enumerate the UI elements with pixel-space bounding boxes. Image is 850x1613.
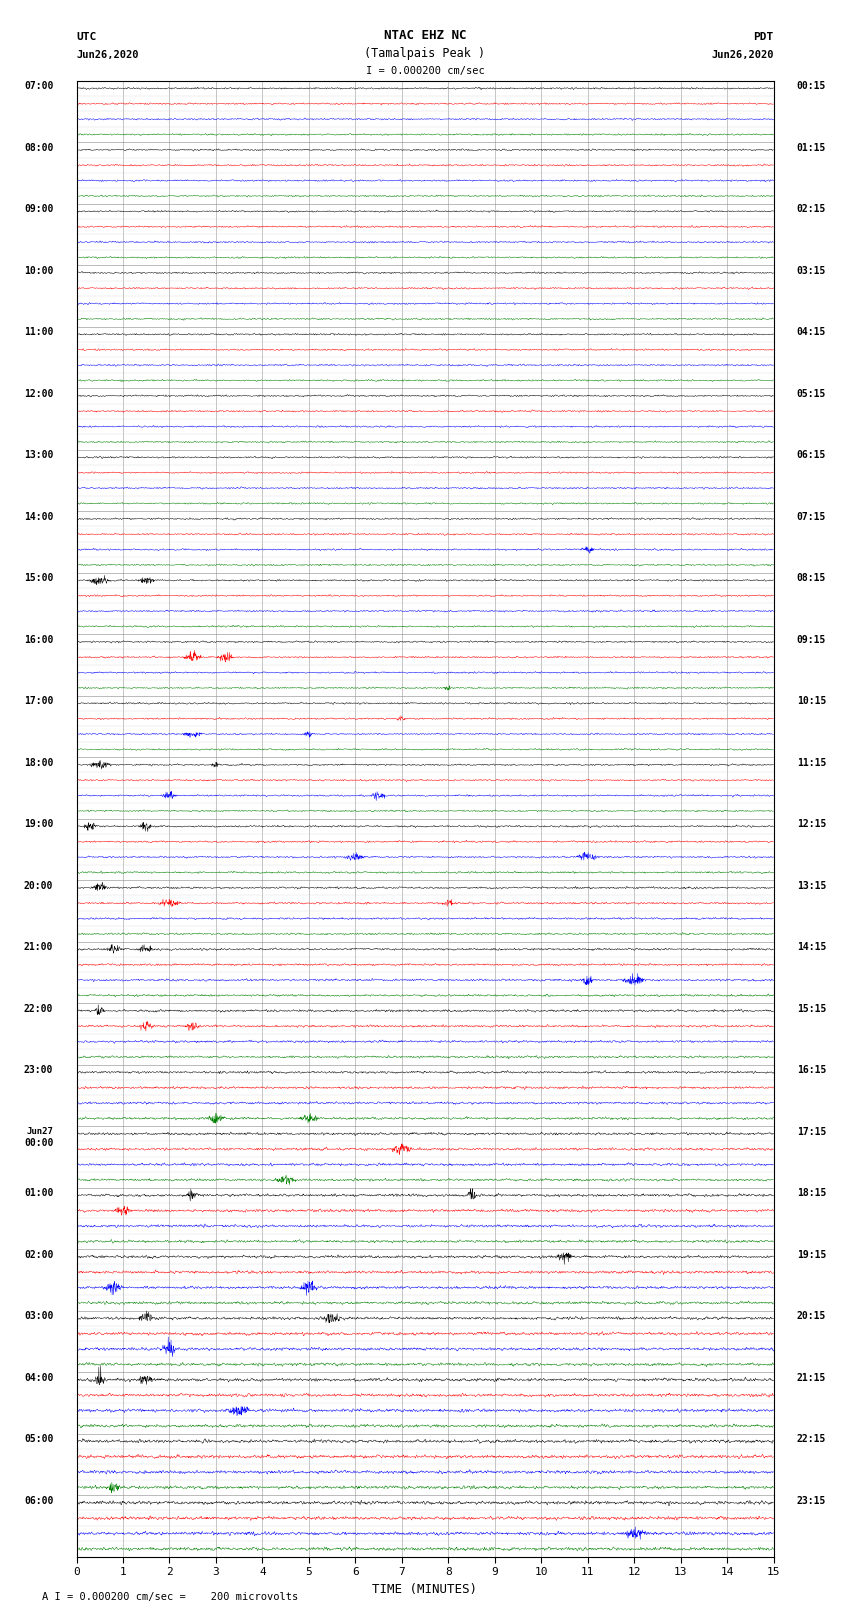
Text: 21:00: 21:00 <box>24 942 54 952</box>
Text: 06:15: 06:15 <box>796 450 826 460</box>
Text: NTAC EHZ NC: NTAC EHZ NC <box>383 29 467 42</box>
Text: 14:00: 14:00 <box>24 511 54 523</box>
Text: 20:00: 20:00 <box>24 881 54 890</box>
Text: 07:15: 07:15 <box>796 511 826 523</box>
Text: Jun26,2020: Jun26,2020 <box>711 50 774 60</box>
Text: 17:00: 17:00 <box>24 697 54 706</box>
Text: I = 0.000200 cm/sec: I = 0.000200 cm/sec <box>366 66 484 76</box>
Text: 17:15: 17:15 <box>796 1127 826 1137</box>
Text: 01:00: 01:00 <box>24 1189 54 1198</box>
Text: 21:15: 21:15 <box>796 1373 826 1382</box>
Text: 01:15: 01:15 <box>796 144 826 153</box>
Text: 18:00: 18:00 <box>24 758 54 768</box>
Text: 08:15: 08:15 <box>796 573 826 584</box>
Text: 12:00: 12:00 <box>24 389 54 398</box>
Text: Jun27: Jun27 <box>26 1127 54 1136</box>
Text: 16:15: 16:15 <box>796 1065 826 1076</box>
Text: 13:15: 13:15 <box>796 881 826 890</box>
Text: 19:00: 19:00 <box>24 819 54 829</box>
Text: 22:15: 22:15 <box>796 1434 826 1444</box>
Text: 09:15: 09:15 <box>796 636 826 645</box>
Text: 00:15: 00:15 <box>796 81 826 92</box>
Text: Jun26,2020: Jun26,2020 <box>76 50 139 60</box>
Text: 00:00: 00:00 <box>24 1139 54 1148</box>
Text: 02:00: 02:00 <box>24 1250 54 1260</box>
Text: 05:00: 05:00 <box>24 1434 54 1444</box>
Text: 07:00: 07:00 <box>24 81 54 92</box>
Text: 11:00: 11:00 <box>24 327 54 337</box>
Text: 09:00: 09:00 <box>24 205 54 215</box>
Text: 15:00: 15:00 <box>24 573 54 584</box>
Text: 11:15: 11:15 <box>796 758 826 768</box>
Text: 22:00: 22:00 <box>24 1003 54 1015</box>
Text: 14:15: 14:15 <box>796 942 826 952</box>
Text: UTC: UTC <box>76 32 97 42</box>
Text: 23:00: 23:00 <box>24 1065 54 1076</box>
Text: 19:15: 19:15 <box>796 1250 826 1260</box>
Text: PDT: PDT <box>753 32 774 42</box>
Text: 06:00: 06:00 <box>24 1495 54 1507</box>
Text: 04:00: 04:00 <box>24 1373 54 1382</box>
Text: 16:00: 16:00 <box>24 636 54 645</box>
Text: 05:15: 05:15 <box>796 389 826 398</box>
Text: 13:00: 13:00 <box>24 450 54 460</box>
Text: 02:15: 02:15 <box>796 205 826 215</box>
Text: 03:00: 03:00 <box>24 1311 54 1321</box>
Text: A I = 0.000200 cm/sec =    200 microvolts: A I = 0.000200 cm/sec = 200 microvolts <box>42 1592 298 1602</box>
Text: 03:15: 03:15 <box>796 266 826 276</box>
X-axis label: TIME (MINUTES): TIME (MINUTES) <box>372 1582 478 1595</box>
Text: 15:15: 15:15 <box>796 1003 826 1015</box>
Text: 20:15: 20:15 <box>796 1311 826 1321</box>
Text: 10:00: 10:00 <box>24 266 54 276</box>
Text: 23:15: 23:15 <box>796 1495 826 1507</box>
Text: 10:15: 10:15 <box>796 697 826 706</box>
Text: 18:15: 18:15 <box>796 1189 826 1198</box>
Text: (Tamalpais Peak ): (Tamalpais Peak ) <box>365 47 485 60</box>
Text: 08:00: 08:00 <box>24 144 54 153</box>
Text: 04:15: 04:15 <box>796 327 826 337</box>
Text: 12:15: 12:15 <box>796 819 826 829</box>
